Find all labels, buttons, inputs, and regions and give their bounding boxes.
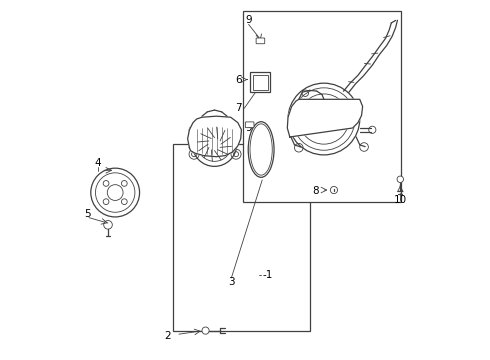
Polygon shape	[287, 99, 363, 137]
Bar	[250, 72, 270, 92]
Bar	[253, 75, 268, 90]
Circle shape	[288, 83, 360, 155]
FancyBboxPatch shape	[245, 122, 254, 128]
Circle shape	[91, 168, 140, 217]
Circle shape	[104, 221, 112, 229]
FancyBboxPatch shape	[256, 38, 265, 44]
Bar	[243, 12, 401, 202]
Text: -1: -1	[262, 270, 272, 280]
Text: 9: 9	[245, 15, 252, 26]
Text: 9: 9	[245, 123, 252, 133]
Text: 5: 5	[84, 209, 91, 219]
Circle shape	[397, 176, 403, 183]
Text: 8: 8	[313, 186, 319, 196]
Text: 3: 3	[228, 277, 235, 287]
Text: 2: 2	[165, 331, 171, 341]
Polygon shape	[188, 116, 242, 157]
Bar	[173, 144, 310, 330]
Text: 4: 4	[95, 158, 101, 168]
Circle shape	[330, 186, 338, 194]
Text: 10: 10	[394, 195, 407, 205]
Text: 7: 7	[235, 103, 242, 113]
Circle shape	[202, 327, 209, 334]
Circle shape	[192, 122, 237, 166]
Text: 6: 6	[235, 75, 242, 85]
